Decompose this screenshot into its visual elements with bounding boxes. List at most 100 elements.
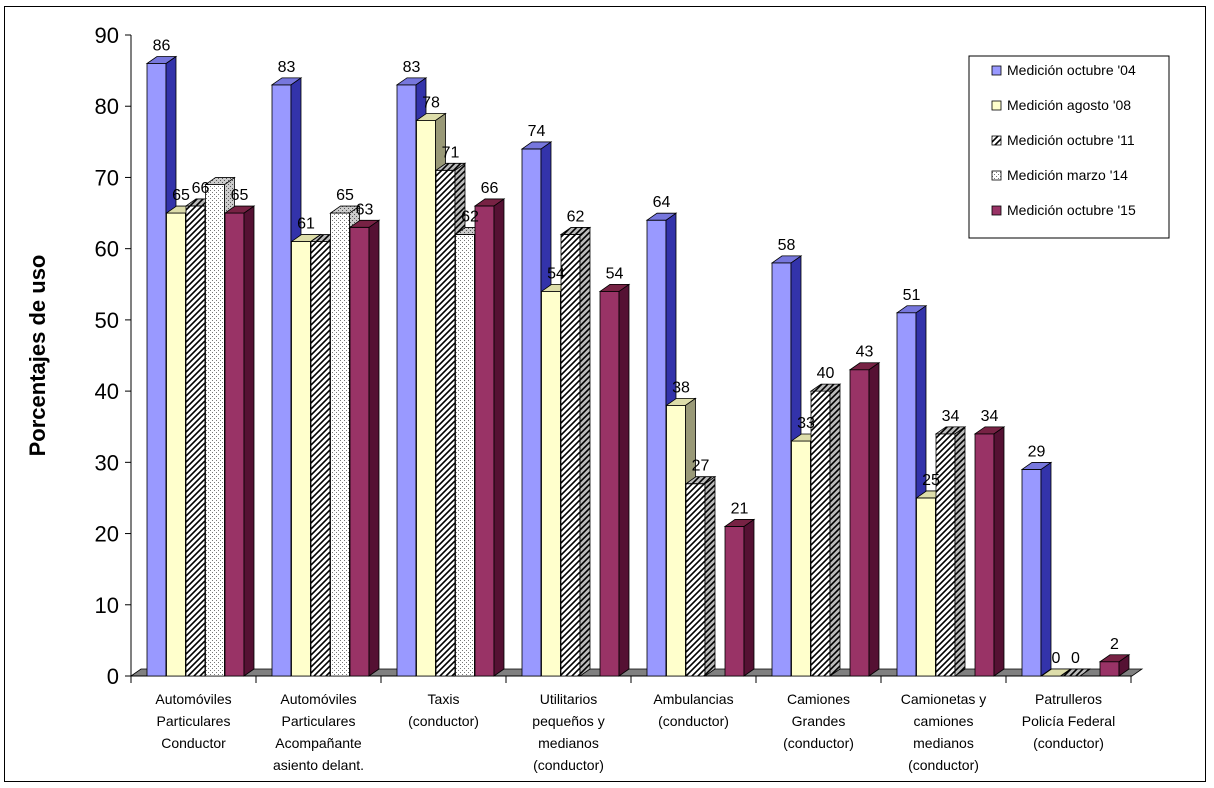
legend-swatch bbox=[991, 135, 1002, 146]
bar-top bbox=[145, 56, 178, 64]
bar-front bbox=[599, 290, 620, 677]
bar bbox=[848, 361, 881, 677]
y-axis-title: Porcentajes de uso bbox=[25, 255, 50, 457]
bar-front bbox=[310, 241, 331, 677]
bar-front bbox=[1099, 661, 1120, 677]
x-category-label: Patrulleros Policía Federal (conductor) bbox=[1022, 691, 1115, 751]
y-tick-label: 90 bbox=[95, 23, 119, 48]
data-label: 51 bbox=[903, 287, 921, 304]
data-label: 58 bbox=[778, 237, 796, 254]
bar-top bbox=[1020, 462, 1053, 470]
data-label: 54 bbox=[606, 265, 624, 282]
data-label: 74 bbox=[528, 123, 546, 140]
data-label: 86 bbox=[153, 37, 171, 54]
bar-side bbox=[743, 518, 755, 677]
bar-side bbox=[243, 205, 255, 677]
bars bbox=[145, 55, 1131, 677]
data-label: 66 bbox=[192, 180, 210, 197]
bar bbox=[1098, 653, 1131, 677]
data-label: 2 bbox=[1110, 636, 1119, 653]
bar-front bbox=[521, 148, 542, 677]
bar-front bbox=[810, 390, 831, 677]
bar-front bbox=[685, 483, 706, 677]
data-label: 33 bbox=[797, 415, 815, 432]
bar-top bbox=[395, 77, 428, 86]
bar-top bbox=[684, 476, 717, 485]
bar-top bbox=[809, 383, 842, 392]
bar-top bbox=[1059, 668, 1092, 677]
bar-front bbox=[474, 205, 495, 677]
bar bbox=[223, 205, 256, 677]
bar-top bbox=[473, 198, 506, 207]
x-category-label: Taxis (conductor) bbox=[408, 691, 479, 729]
bar bbox=[473, 198, 506, 677]
data-label: 66 bbox=[481, 180, 499, 197]
data-label: 65 bbox=[336, 187, 354, 204]
bar bbox=[348, 219, 381, 677]
y-tick-label: 40 bbox=[95, 379, 119, 404]
legend-item: Medición marzo '14 bbox=[991, 167, 1128, 183]
bar bbox=[934, 426, 967, 677]
bar-front bbox=[205, 184, 225, 677]
legend-swatch bbox=[991, 170, 1002, 181]
data-label: 40 bbox=[817, 365, 835, 382]
bar-front bbox=[724, 526, 745, 677]
x-category-label: Automóviles Particulares Acompañante asient… bbox=[273, 691, 364, 773]
y-tick-label: 20 bbox=[95, 522, 119, 547]
data-label: 0 bbox=[1052, 650, 1061, 667]
bar-front bbox=[349, 226, 370, 677]
bar-top bbox=[723, 519, 756, 527]
x-category-label: Camiones Grandes (conductor) bbox=[783, 691, 854, 751]
bar-front bbox=[974, 433, 995, 677]
bar-top bbox=[434, 162, 467, 171]
bar bbox=[598, 283, 631, 677]
legend: Medición octubre '04 Medición agosto '08 M… bbox=[968, 55, 1170, 239]
data-label: 83 bbox=[403, 59, 421, 76]
bar bbox=[559, 226, 592, 677]
y-tick-label: 30 bbox=[95, 450, 119, 475]
bar-top bbox=[204, 177, 236, 185]
bar-side bbox=[829, 383, 841, 677]
bar-top bbox=[848, 362, 881, 371]
legend-box bbox=[968, 55, 1170, 239]
bar-side bbox=[993, 426, 1005, 677]
data-label: 78 bbox=[422, 94, 440, 111]
bar-side bbox=[579, 226, 591, 677]
legend-item: Medición agosto '08 bbox=[991, 97, 1131, 113]
bar-side bbox=[868, 361, 880, 677]
legend-label: Medición marzo '14 bbox=[1007, 167, 1128, 183]
bar-side bbox=[704, 475, 716, 677]
data-label: 65 bbox=[231, 187, 249, 204]
bar-front bbox=[185, 205, 206, 677]
bar bbox=[1020, 461, 1053, 677]
bar bbox=[809, 383, 842, 677]
bar-front bbox=[646, 219, 667, 677]
legend-label: Medición octubre '15 bbox=[1007, 202, 1136, 218]
bar-top bbox=[895, 305, 928, 314]
data-label: 62 bbox=[461, 208, 479, 225]
data-label: 83 bbox=[278, 59, 296, 76]
bar-front bbox=[771, 262, 792, 677]
bar bbox=[1059, 668, 1092, 677]
data-label: 43 bbox=[856, 344, 874, 361]
data-label: 34 bbox=[981, 408, 999, 425]
bar bbox=[684, 475, 717, 677]
bar-front bbox=[896, 312, 917, 677]
bar-top bbox=[973, 426, 1006, 435]
bar-front bbox=[541, 290, 561, 677]
data-label: 27 bbox=[692, 458, 710, 475]
data-label: 21 bbox=[731, 500, 749, 517]
bar-top bbox=[415, 113, 447, 121]
legend-swatch bbox=[991, 65, 1002, 76]
legend-item: Medición octubre '15 bbox=[991, 202, 1136, 218]
y-tick-label: 80 bbox=[95, 94, 119, 119]
bar-front bbox=[1021, 469, 1042, 677]
bar-side bbox=[493, 198, 505, 677]
data-label: 63 bbox=[356, 201, 374, 218]
x-category-label: Automóviles Particulares Conductor bbox=[155, 691, 231, 751]
bar-front bbox=[916, 497, 936, 677]
bar-front bbox=[455, 234, 475, 677]
x-category-label: Camionetas y camiones medianos (conductor) bbox=[901, 691, 987, 773]
